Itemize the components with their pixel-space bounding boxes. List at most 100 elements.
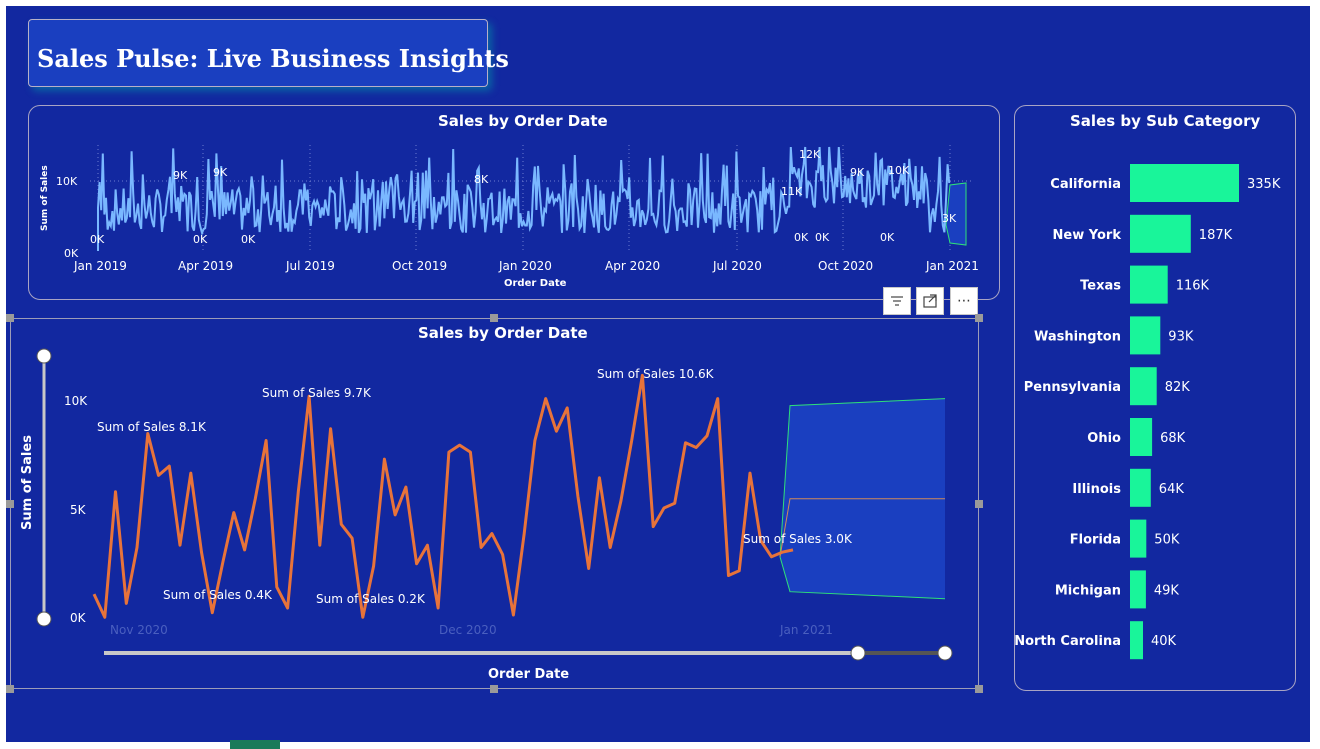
filter-icon: [891, 296, 903, 306]
forecast-lower-bound: [779, 556, 946, 600]
bar-texas[interactable]: [1130, 265, 1168, 304]
filter-button[interactable]: [883, 287, 911, 315]
top-chart-peak-label: 11K: [781, 185, 803, 198]
sub-category-chart-panel[interactable]: [1014, 105, 1296, 691]
bar-value-label: 93K: [1168, 329, 1194, 344]
main-chart-annotation: Sum of Sales 10.6K: [597, 367, 715, 381]
top-chart-peak-label: 9K: [173, 169, 188, 182]
main-chart-xtick: Jan 2021: [779, 623, 833, 637]
resize-handle[interactable]: [490, 685, 498, 693]
focus-mode-button[interactable]: [916, 287, 944, 315]
focus-mode-icon: [923, 294, 937, 308]
top-chart-low-label: 0K: [241, 233, 256, 246]
bar-new-york[interactable]: [1130, 214, 1191, 253]
top-chart-xtick: Jan 2019: [73, 259, 127, 273]
resize-handle[interactable]: [490, 314, 498, 322]
top-chart-low-label: 0K: [880, 231, 895, 244]
top-chart-low-label: 0K: [193, 233, 208, 246]
top-chart-xtick: Jan 2020: [498, 259, 552, 273]
top-chart-ylabel: Sum of Sales: [40, 165, 50, 231]
top-chart-low-label: 0K: [815, 231, 830, 244]
report-title: Sales Pulse: Live Business Insights: [37, 44, 509, 73]
page-tab-active[interactable]: [230, 740, 280, 749]
sub-category-bar-chart[interactable]: California 335K New York 187K Texas 116K Washi…: [1014, 150, 1296, 675]
bar-value-label: 116K: [1176, 279, 1210, 294]
main-sales-chart[interactable]: 10K 5K 0K Sum of Sales Nov 2020 Dec 2020…: [10, 340, 978, 688]
bar-category-label: Pennsylvania: [1024, 380, 1121, 395]
bar-ohio[interactable]: [1130, 418, 1153, 456]
top-chart-peak-label: 3K: [942, 212, 957, 225]
resize-handle[interactable]: [6, 685, 14, 693]
top-chart-xtick: Jul 2020: [712, 259, 762, 273]
bar-north-carolina[interactable]: [1130, 621, 1143, 660]
top-chart-xtick: Jul 2019: [285, 259, 335, 273]
bar-value-label: 40K: [1151, 634, 1177, 649]
top-chart-forecast-band: [945, 182, 967, 246]
bar-pennsylvania[interactable]: [1130, 367, 1157, 406]
top-chart-peak-label: 10K: [888, 164, 910, 177]
main-chart-annotation: Sum of Sales 0.4K: [163, 588, 273, 602]
top-chart-xtick: Apr 2019: [178, 259, 233, 273]
main-chart-ytick: 10K: [64, 394, 88, 408]
top-chart-peak-label: 12K: [799, 148, 821, 161]
forecast-mid-line: [779, 498, 945, 557]
top-chart-xtick: Apr 2020: [605, 259, 660, 273]
main-chart-annotation: Sum of Sales 8.1K: [97, 420, 207, 434]
resize-handle[interactable]: [975, 500, 983, 508]
y-zoom-slider-handle-top[interactable]: [36, 348, 52, 364]
top-chart-xtick: Jan 2021: [925, 259, 979, 273]
top-chart-low-label: 0K: [794, 231, 809, 244]
bar-category-label: New York: [1053, 228, 1122, 243]
more-options-icon: ⋯: [957, 293, 971, 309]
top-chart-xtick: Oct 2019: [392, 259, 447, 273]
more-options-button[interactable]: ⋯: [950, 287, 978, 315]
resize-handle[interactable]: [975, 685, 983, 693]
top-chart-low-label: 0K: [90, 233, 105, 246]
bar-category-label: Washington: [1034, 329, 1121, 344]
main-chart-ytick: 5K: [70, 503, 87, 517]
top-chart-xtick: Oct 2020: [818, 259, 873, 273]
x-zoom-slider-handle-right[interactable]: [937, 645, 953, 661]
bar-category-label: Florida: [1070, 533, 1121, 548]
window-right-strip: [1310, 6, 1320, 749]
main-chart-annotation: Sum of Sales 9.7K: [262, 386, 372, 400]
resize-handle[interactable]: [975, 314, 983, 322]
top-sales-chart[interactable]: 10K 0K Sum of Sales Jan 2019 Apr 2019 Ju…: [28, 135, 1000, 295]
bar-florida[interactable]: [1130, 519, 1147, 558]
top-chart-xlabel: Order Date: [504, 278, 567, 289]
top-chart-ytick: 0K: [64, 247, 79, 260]
resize-handle[interactable]: [6, 500, 14, 508]
bar-category-label: North Carolina: [1014, 634, 1121, 649]
bar-value-label: 68K: [1160, 431, 1186, 446]
bar-value-label: 50K: [1154, 533, 1180, 548]
y-zoom-slider-handle-bottom[interactable]: [36, 611, 52, 627]
main-chart-xtick: Dec 2020: [439, 623, 497, 637]
main-chart-xlabel: Order Date: [488, 667, 569, 682]
main-chart-ylabel: Sum of Sales: [20, 435, 35, 530]
x-zoom-slider-handle-left[interactable]: [850, 645, 866, 661]
main-chart-title: Sales by Order Date: [418, 324, 588, 342]
top-chart-peak-label: 9K: [213, 166, 228, 179]
bar-illinois[interactable]: [1130, 468, 1151, 507]
bar-value-label: 187K: [1199, 228, 1233, 243]
top-chart-peak-label: 8K: [474, 173, 489, 186]
bar-category-label: Ohio: [1087, 431, 1121, 446]
top-chart-ytick: 10K: [56, 175, 78, 188]
bar-category-label: California: [1050, 177, 1121, 192]
report-title-box: Sales Pulse: Live Business Insights: [28, 19, 509, 87]
bar-california[interactable]: [1130, 164, 1239, 202]
resize-handle[interactable]: [6, 314, 14, 322]
top-chart-title: Sales by Order Date: [438, 112, 608, 130]
bar-value-label: 335K: [1247, 177, 1281, 192]
top-sales-chart-panel[interactable]: [28, 105, 1000, 300]
bar-value-label: 49K: [1154, 583, 1180, 598]
main-chart-annotation: Sum of Sales 0.2K: [316, 592, 426, 606]
top-chart-series-line: [97, 146, 951, 251]
bar-category-label: Michigan: [1055, 583, 1121, 598]
main-chart-ytick: 0K: [70, 611, 87, 625]
window-bottom-strip: [0, 742, 1320, 749]
main-chart-series-line: [92, 373, 794, 619]
bar-michigan[interactable]: [1130, 570, 1146, 609]
window-top-strip: [0, 0, 1320, 6]
bar-washington[interactable]: [1130, 316, 1161, 355]
